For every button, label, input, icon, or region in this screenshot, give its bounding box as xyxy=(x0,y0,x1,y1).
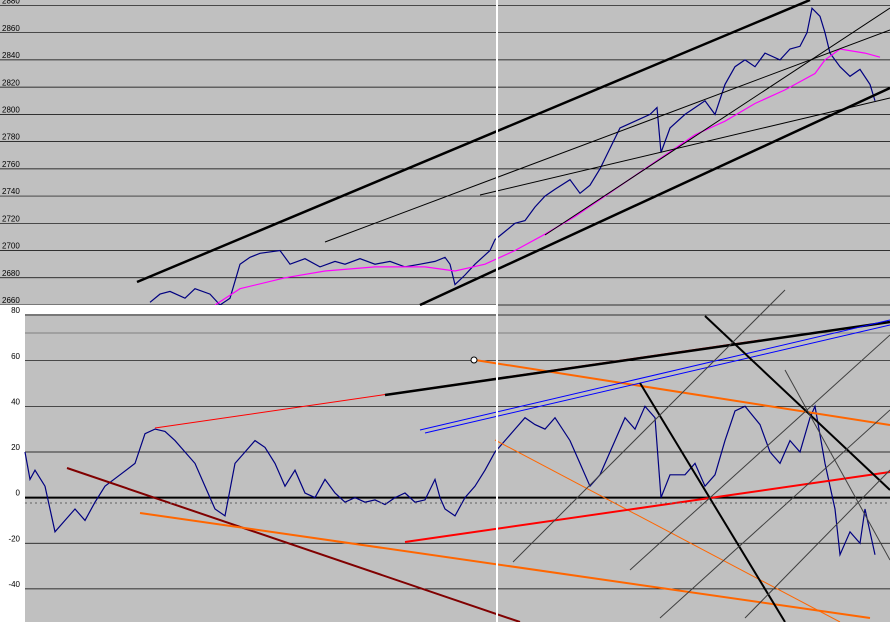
y-tick-label: 2840 xyxy=(2,51,20,60)
y-tick-label: 40 xyxy=(11,397,20,406)
y-tick-label: 2860 xyxy=(2,24,20,33)
y-tick-label: -20 xyxy=(8,534,20,543)
bottom-panel: -40 -20 0 20 40 60 80 xyxy=(8,306,890,590)
y-tick-label: 60 xyxy=(11,352,20,361)
y-tick-label: -40 xyxy=(8,580,20,589)
y-tick-label: 80 xyxy=(11,306,20,315)
y-tick-label: 2660 xyxy=(2,296,20,305)
y-tick-label: 2800 xyxy=(2,105,20,114)
y-tick-label: 2880 xyxy=(2,0,20,6)
y-tick-label: 2760 xyxy=(2,160,20,169)
y-tick-label: 2780 xyxy=(2,133,20,142)
left-strip xyxy=(0,314,25,622)
series-line xyxy=(149,6,876,306)
y-tick-label: 2700 xyxy=(2,242,20,251)
y-tick-label: 20 xyxy=(11,443,20,452)
series-line xyxy=(24,404,876,558)
y-tick-label: 0 xyxy=(16,489,21,498)
y-tick-label: 2680 xyxy=(2,269,20,278)
panel-gap xyxy=(0,305,497,314)
trendlines xyxy=(25,0,890,622)
y-tick-label: 2820 xyxy=(2,78,20,87)
y-tick-label: 2720 xyxy=(2,214,20,223)
y-tick-label: 2740 xyxy=(2,187,20,196)
